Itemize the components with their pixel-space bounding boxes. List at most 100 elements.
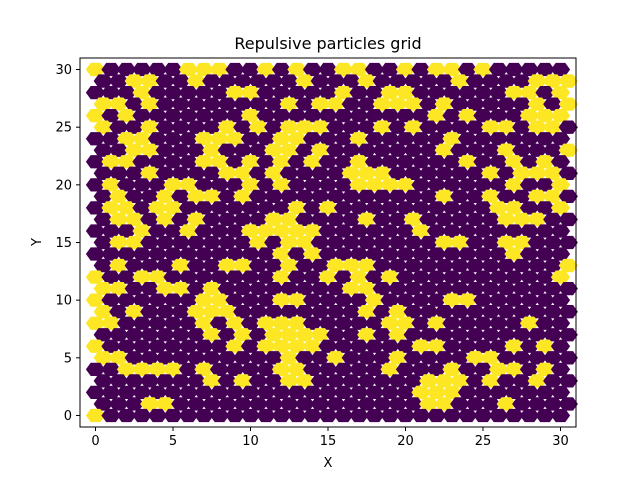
hex-cell	[512, 212, 532, 227]
hex-cell	[124, 235, 144, 250]
hex-cell	[256, 155, 276, 169]
hex-cell	[93, 235, 113, 250]
hex-cell	[380, 155, 400, 169]
hex-cell	[481, 281, 501, 296]
hex-cell	[256, 316, 276, 330]
hex-cell	[473, 408, 493, 423]
hex-cell	[419, 189, 439, 204]
hex-cell	[403, 258, 423, 273]
hex-cell	[295, 120, 315, 134]
hex-cell	[496, 374, 516, 388]
hex-cell	[310, 189, 330, 204]
hex-cell	[248, 97, 268, 111]
hex-cell	[85, 224, 106, 238]
hex-cell	[395, 247, 416, 261]
hex-cell	[364, 270, 385, 284]
hex-cell	[372, 351, 392, 365]
hex-cell	[302, 178, 323, 192]
hex-cell	[558, 351, 578, 365]
hex-cell	[248, 189, 268, 204]
hex-cell	[380, 362, 400, 376]
hex-cell	[411, 270, 431, 284]
hex-cell	[233, 166, 253, 180]
hex-cell	[132, 155, 152, 169]
hex-cell	[349, 85, 369, 100]
hex-cell	[248, 328, 268, 342]
hex-cell	[434, 212, 454, 227]
hex-cell	[442, 62, 462, 77]
hex-cell	[364, 385, 385, 400]
hex-cell	[109, 258, 129, 273]
hex-cell	[333, 155, 354, 169]
hex-cell	[442, 109, 462, 123]
hex-cell	[543, 166, 563, 180]
hex-cell	[264, 258, 284, 273]
hex-cell	[457, 201, 478, 215]
hex-cell	[132, 408, 152, 423]
hex-cell	[186, 351, 206, 365]
hex-cell	[155, 258, 175, 273]
hex-cell	[217, 351, 237, 365]
hex-cell	[434, 143, 454, 157]
hex-cell	[140, 120, 160, 134]
hex-cell	[233, 374, 253, 388]
hex-cell	[434, 120, 454, 134]
hex-cell	[209, 132, 230, 146]
hex-cell	[504, 270, 524, 284]
hex-cell	[364, 224, 385, 238]
hex-cell	[357, 74, 377, 88]
hex-cell	[178, 270, 199, 284]
hex-cell	[333, 293, 354, 307]
hex-cell	[295, 328, 315, 342]
hex-cell	[101, 85, 121, 100]
hex-cell	[496, 212, 516, 227]
hex-cell	[264, 74, 284, 88]
hex-cell	[457, 109, 478, 123]
hex-cell	[132, 362, 152, 376]
hex-cell	[256, 178, 276, 192]
hex-cell	[543, 235, 563, 250]
hex-cell	[147, 385, 168, 400]
hex-cell	[457, 385, 478, 400]
hex-cell	[481, 97, 501, 111]
hex-cell	[209, 85, 230, 100]
hex-cell	[465, 189, 485, 204]
hex-cell	[550, 316, 571, 330]
hex-cell	[519, 85, 540, 100]
hex-cell	[101, 385, 121, 400]
hex-cell	[233, 212, 253, 227]
hex-cell	[550, 224, 571, 238]
hex-cell	[186, 120, 206, 134]
hex-cell	[442, 293, 462, 307]
hex-cell	[109, 120, 129, 134]
hex-cell	[171, 143, 191, 157]
hex-cell	[225, 293, 245, 307]
hex-cell	[349, 132, 369, 146]
hex-cell	[256, 132, 276, 146]
hex-cell	[202, 328, 222, 342]
hex-cell	[395, 62, 416, 77]
hex-cell	[171, 397, 191, 411]
hex-cell	[163, 224, 183, 238]
hex-cell	[558, 281, 578, 296]
hex-cell	[326, 120, 346, 134]
hex-cell	[442, 85, 462, 100]
hex-cell	[496, 397, 516, 411]
hex-cell	[147, 339, 168, 353]
hex-cell	[434, 305, 454, 319]
hex-cell	[558, 397, 578, 411]
hex-cell	[442, 270, 462, 284]
hex-cell	[140, 235, 160, 250]
hex-cell	[310, 351, 330, 365]
hex-cell	[109, 281, 129, 296]
hex-cell	[550, 385, 571, 400]
hex-cell	[186, 235, 206, 250]
hex-cell	[527, 397, 547, 411]
hex-cell	[388, 166, 408, 180]
hex-cell	[171, 212, 191, 227]
hex-cell	[364, 132, 385, 146]
hex-cell	[372, 212, 392, 227]
hex-cell	[434, 235, 454, 250]
hex-cell	[140, 189, 160, 204]
hex-cell	[209, 362, 230, 376]
